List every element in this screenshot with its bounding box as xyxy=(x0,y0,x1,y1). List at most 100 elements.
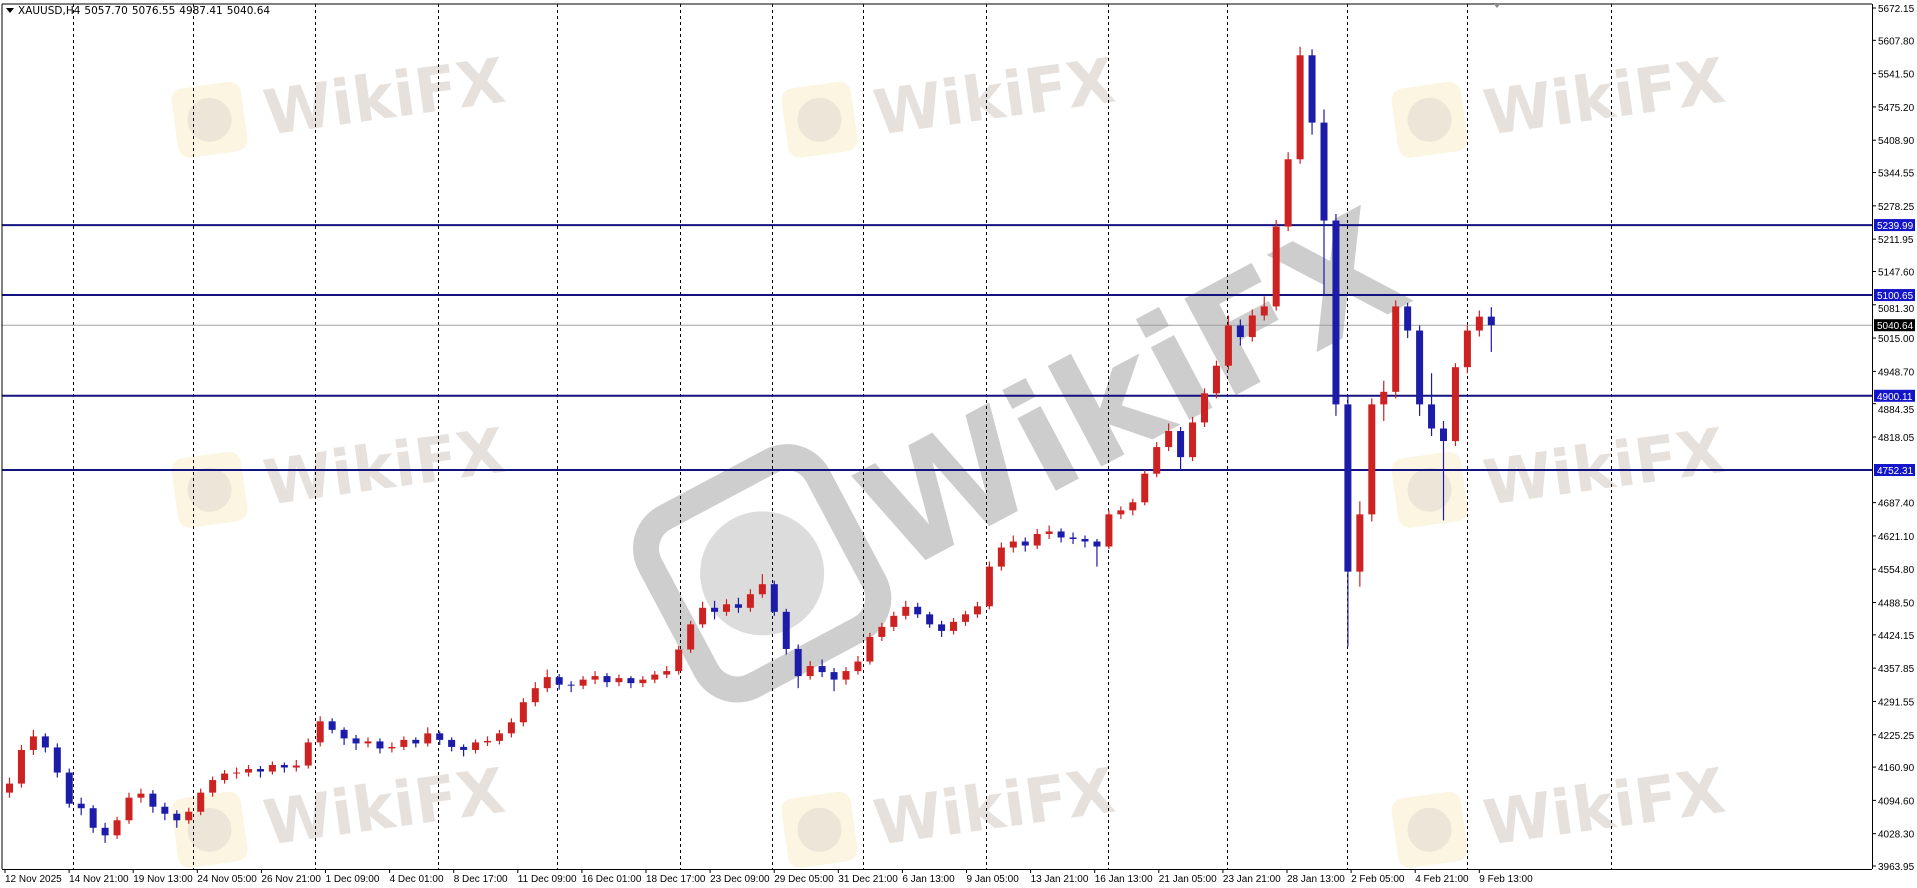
watermark-eagle-icon xyxy=(1407,467,1452,512)
candle-body xyxy=(1344,404,1352,572)
candle-body xyxy=(854,661,862,672)
candle xyxy=(711,600,719,620)
candle-body xyxy=(1129,502,1137,511)
candle xyxy=(1189,416,1197,462)
candle xyxy=(292,759,300,772)
candle xyxy=(1404,302,1412,339)
candle-body xyxy=(1021,541,1029,546)
candle-body xyxy=(292,765,300,768)
candle xyxy=(938,620,946,637)
candle-body xyxy=(794,648,802,677)
candle xyxy=(973,601,981,618)
candle xyxy=(651,671,659,684)
y-tick-label: 5672.15 xyxy=(1878,4,1915,15)
y-tick-label: 3963.95 xyxy=(1878,862,1915,873)
candle-body xyxy=(460,746,468,750)
candle xyxy=(388,742,396,753)
watermark: WikiFX xyxy=(781,754,1119,868)
candle-body xyxy=(1451,367,1459,442)
candle xyxy=(794,644,802,689)
candle xyxy=(472,739,480,754)
x-tick-label: 13 Jan 21:00 xyxy=(1031,874,1089,885)
x-tick-label: 19 Nov 13:00 xyxy=(133,874,193,885)
x-tick-label: 21 Jan 05:00 xyxy=(1159,874,1217,885)
dropdown-triangle-icon[interactable] xyxy=(6,8,14,13)
candle xyxy=(627,676,635,689)
candle xyxy=(1272,220,1280,311)
watermark-eagle-icon xyxy=(1407,807,1452,852)
candle xyxy=(280,762,288,773)
candle xyxy=(1105,510,1113,550)
horizontal-levels xyxy=(2,224,1872,472)
y-tick-label: 4554.80 xyxy=(1878,565,1915,576)
candle xyxy=(197,788,205,816)
y-tick-label: 4884.35 xyxy=(1878,405,1915,416)
candle xyxy=(448,737,456,752)
candle xyxy=(89,805,97,833)
candle-body xyxy=(101,827,109,836)
candle-body xyxy=(436,733,444,740)
candle-body xyxy=(448,739,456,747)
candle-body xyxy=(1165,430,1173,448)
candle xyxy=(890,611,898,631)
x-tick-label: 29 Dec 05:00 xyxy=(774,874,834,885)
y-tick-label: 4094.60 xyxy=(1878,796,1915,807)
level-price-label-bg xyxy=(1874,464,1915,477)
level-price-label-bg xyxy=(1874,389,1915,402)
candle-body xyxy=(280,765,288,768)
y-tick-label: 5475.20 xyxy=(1878,103,1915,114)
candle-body xyxy=(125,797,133,821)
level-price-label: 5239.99 xyxy=(1877,221,1914,232)
x-tick-label: 2 Feb 05:00 xyxy=(1351,874,1405,885)
candle-body xyxy=(304,742,312,766)
candle xyxy=(758,574,766,598)
watermark-text: WikiFX xyxy=(869,44,1119,150)
candle-body xyxy=(1212,365,1220,394)
y-tick-label: 5344.55 xyxy=(1878,169,1915,180)
candle-body xyxy=(1236,325,1244,338)
candle-body xyxy=(364,741,372,744)
candle-body xyxy=(938,624,946,631)
candle-body xyxy=(591,676,599,680)
candle-body xyxy=(340,729,348,739)
candle xyxy=(723,599,730,616)
candle xyxy=(304,738,312,769)
candle-body xyxy=(495,733,503,741)
candle xyxy=(746,589,754,612)
candle xyxy=(1177,426,1185,471)
candle-body xyxy=(77,803,85,809)
candle-body xyxy=(1093,541,1101,547)
x-tick-label: 31 Dec 21:00 xyxy=(838,874,898,885)
candle-body xyxy=(1057,531,1065,538)
candle-body xyxy=(603,676,611,683)
candle-body xyxy=(830,672,838,680)
watermark-eagle-icon xyxy=(187,467,232,512)
x-tick-label: 9 Feb 13:00 xyxy=(1479,874,1533,885)
watermark: WikiFX xyxy=(1391,754,1729,868)
candle-body xyxy=(197,792,205,812)
low-value: 4987.41 xyxy=(179,5,223,17)
candle xyxy=(1081,535,1089,548)
candle-body xyxy=(818,666,826,673)
watermark-center: WikiFX xyxy=(632,177,1433,703)
level-price-label: 5100.65 xyxy=(1877,291,1914,302)
candle xyxy=(1284,152,1292,232)
candle xyxy=(1296,46,1304,164)
candle xyxy=(878,622,886,641)
y-tick-label: 4357.85 xyxy=(1878,664,1915,675)
candle xyxy=(1033,528,1041,550)
candle-body xyxy=(53,747,61,773)
candles xyxy=(6,46,1495,843)
candle xyxy=(1045,525,1053,539)
candle xyxy=(1260,296,1268,321)
candle-body xyxy=(746,594,754,608)
candle xyxy=(806,661,814,680)
x-tick-label: 4 Feb 21:00 xyxy=(1415,874,1469,885)
candle xyxy=(567,681,575,693)
x-tick-label: 14 Nov 21:00 xyxy=(69,874,129,885)
candle xyxy=(842,667,850,685)
candle xyxy=(734,597,742,613)
chart-header: XAUUSD,H4 5057.70 5076.55 4987.41 5040.64 xyxy=(6,5,274,17)
y-tick-label: 4225.25 xyxy=(1878,731,1915,742)
